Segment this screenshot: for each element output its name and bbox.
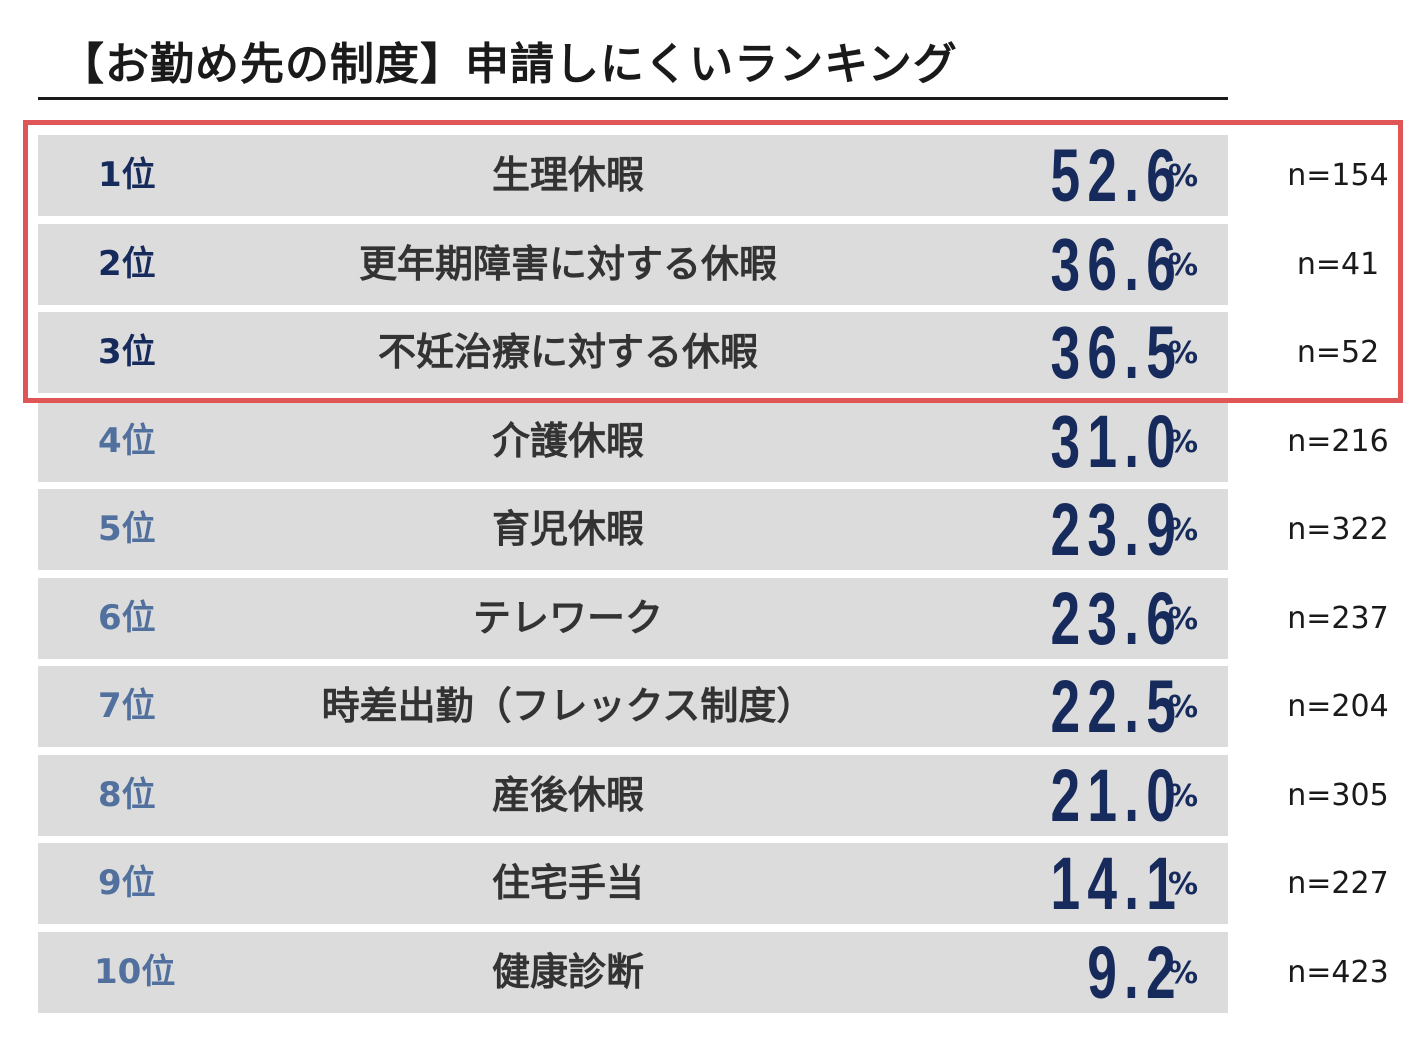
percent-sign: % <box>1168 513 1199 548</box>
percent-sign: % <box>1168 601 1199 637</box>
rank-label: 9位 <box>98 863 156 903</box>
chart-title: 【お勤め先の制度】申請しにくいランキング <box>60 39 958 90</box>
percent-sign: % <box>1168 867 1199 902</box>
item-label: 健康診断 <box>491 949 644 994</box>
rank-label: 5位 <box>98 509 156 549</box>
item-label: 更年期障害に対する休暇 <box>358 241 777 286</box>
ranking-row: 7位 時差出勤（フレックス制度） 22.5 % n=204 <box>38 666 1408 747</box>
row-background <box>38 135 1228 216</box>
percentage-value: 14.1 <box>1050 843 1183 924</box>
percentage-value: 23.9 <box>1050 489 1183 570</box>
percentage-value: 31.0 <box>1050 401 1183 482</box>
percent-sign: % <box>1168 690 1199 725</box>
ranking-table: 1位 生理休暇 52.6 % n=154 2位 更年期障害に対する休暇 36.6… <box>38 135 1408 1020</box>
value-number: 21.0 <box>1050 753 1183 837</box>
sample-size: n=322 <box>1287 512 1389 547</box>
item-label: 生理休暇 <box>491 153 644 197</box>
rank-label: 7位 <box>98 686 156 726</box>
ranking-row: 3位 不妊治療に対する休暇 36.5 % n=52 <box>38 312 1408 393</box>
ranking-row: 6位 テレワーク 23.6 % n=237 <box>38 577 1408 659</box>
sample-size: n=216 <box>1287 423 1389 459</box>
value-number: 23.6 <box>1050 576 1183 660</box>
item-label: 不妊治療に対する休暇 <box>377 330 758 374</box>
rank-label: 3位 <box>98 332 156 372</box>
item-label: テレワーク <box>472 595 663 640</box>
rank-label: 4位 <box>98 420 156 461</box>
top3-highlight-frame <box>23 120 1403 403</box>
sample-size: n=204 <box>1287 689 1389 724</box>
item-label: 住宅手当 <box>491 861 644 905</box>
sample-size: n=52 <box>1296 335 1380 370</box>
sample-size: n=237 <box>1287 600 1389 636</box>
percent-sign: % <box>1168 159 1199 194</box>
percent-sign: % <box>1168 336 1199 371</box>
value-number: 14.1 <box>1050 842 1183 925</box>
ranking-row: 4位 介護休暇 31.0 % n=216 <box>38 400 1408 482</box>
rank-label: 1位 <box>98 155 156 195</box>
value-number: 52.6 <box>1050 134 1183 217</box>
row-background <box>38 754 1228 836</box>
percentage-value: 52.6 <box>1050 135 1183 216</box>
ranking-row: 1位 生理休暇 52.6 % n=154 <box>38 135 1408 216</box>
value-number: 31.0 <box>1050 399 1183 483</box>
row-background <box>38 931 1228 1013</box>
sample-size: n=423 <box>1287 954 1389 990</box>
row-background <box>38 489 1228 570</box>
value-number: 36.6 <box>1050 222 1183 306</box>
ranking-row: 2位 更年期障害に対する休暇 36.6 % n=41 <box>38 223 1408 305</box>
sample-size: n=41 <box>1296 246 1380 282</box>
percentage-value: 36.6 <box>1050 224 1183 305</box>
item-label: 介護休暇 <box>491 418 644 463</box>
ranking-row: 10位 健康診断 9.2 % n=423 <box>38 931 1408 1013</box>
percent-sign: % <box>1168 955 1199 991</box>
sample-size: n=305 <box>1287 777 1389 813</box>
percentage-value: 21.0 <box>1050 755 1183 836</box>
value-number: 9.2 <box>1087 930 1183 1014</box>
rank-label: 8位 <box>98 774 156 815</box>
percentage-value: 36.5 <box>1050 312 1183 393</box>
value-number: 22.5 <box>1050 665 1183 748</box>
sample-size: n=227 <box>1287 866 1389 901</box>
row-background <box>38 843 1228 924</box>
rank-label: 2位 <box>98 243 156 284</box>
ranking-row: 5位 育児休暇 23.9 % n=322 <box>38 489 1408 570</box>
percent-sign: % <box>1168 247 1199 283</box>
row-background <box>38 312 1228 393</box>
ranking-row: 8位 産後休暇 21.0 % n=305 <box>38 754 1408 836</box>
rank-label: 6位 <box>98 597 156 638</box>
percentage-value: 9.2 <box>1087 932 1183 1013</box>
item-label: 育児休暇 <box>491 507 644 551</box>
item-label: 時差出勤（フレックス制度） <box>321 684 815 728</box>
percentage-value: 23.6 <box>1050 578 1183 659</box>
row-background <box>38 223 1228 305</box>
sample-size: n=154 <box>1287 158 1389 193</box>
percent-sign: % <box>1168 424 1199 460</box>
value-number: 36.5 <box>1050 311 1183 394</box>
percent-sign: % <box>1168 778 1199 814</box>
row-background <box>38 400 1228 482</box>
row-background <box>38 577 1228 659</box>
item-label: 産後休暇 <box>491 772 644 817</box>
row-background <box>38 666 1228 747</box>
value-number: 23.9 <box>1050 488 1183 571</box>
percentage-value: 22.5 <box>1050 666 1183 747</box>
title-underline <box>38 97 1228 100</box>
ranking-row: 9位 住宅手当 14.1 % n=227 <box>38 843 1408 924</box>
rank-label: 10位 <box>94 951 176 992</box>
